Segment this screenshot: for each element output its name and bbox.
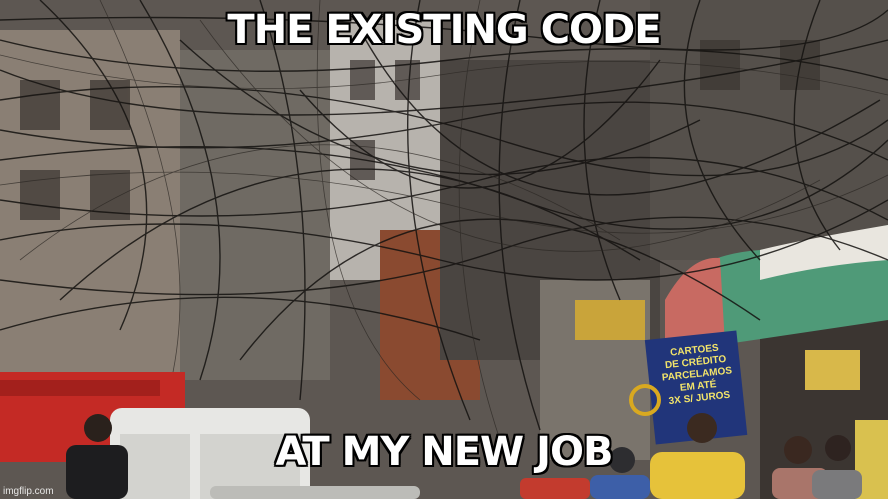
- meme-bottom-text: AT MY NEW JOB: [275, 429, 614, 475]
- imgflip-watermark: imgflip.com: [3, 486, 54, 497]
- meme-top-text: THE EXISTING CODE: [227, 7, 661, 53]
- credit-card-sign-text: CARTOES DE CRÉDITO PARCELAMOS EM ATÉ 3X …: [652, 341, 742, 409]
